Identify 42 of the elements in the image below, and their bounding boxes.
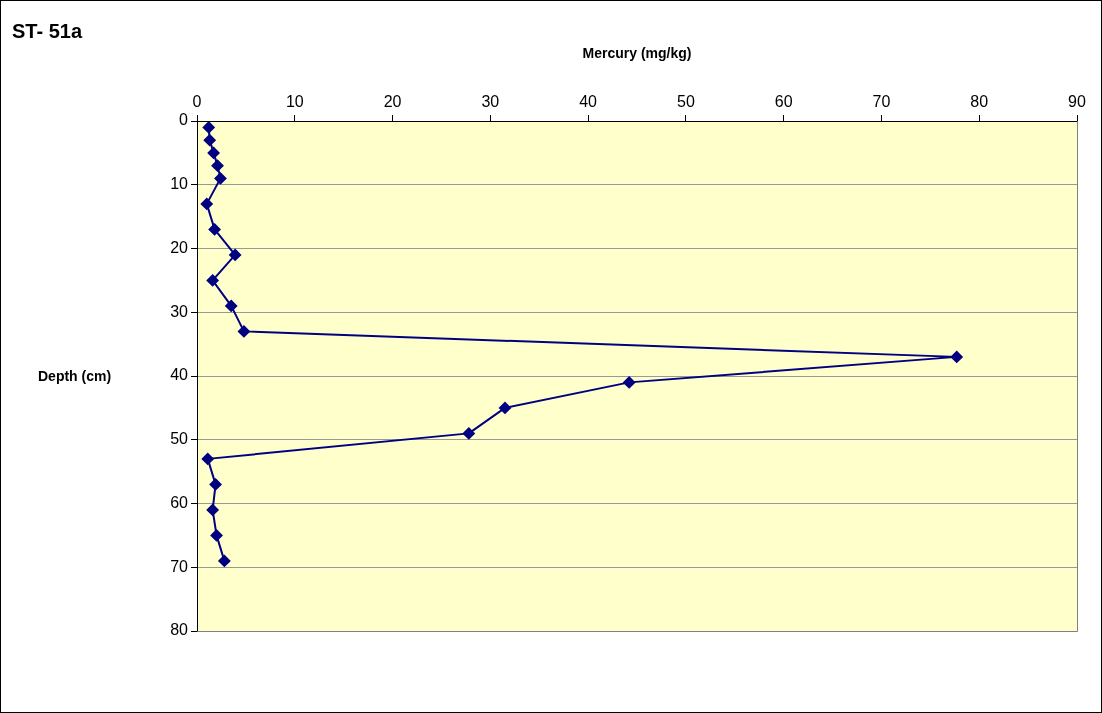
x-tick-label: 0 — [192, 92, 202, 110]
y-tick-label: 0 — [179, 111, 189, 129]
y-tick-label: 60 — [170, 493, 189, 511]
point — [202, 121, 215, 134]
point — [623, 376, 636, 389]
point — [218, 554, 231, 567]
point — [214, 172, 227, 185]
point — [203, 134, 216, 147]
point — [237, 325, 250, 338]
point — [499, 401, 511, 414]
point — [200, 197, 213, 210]
y-tick-label: 70 — [170, 557, 189, 575]
y-tick-label: 40 — [170, 366, 189, 384]
point — [225, 299, 238, 312]
point — [229, 248, 242, 261]
x-tick-label: 90 — [1068, 92, 1086, 110]
chart-title: ST- 51a — [12, 19, 83, 42]
y-tick-label: 30 — [170, 302, 189, 320]
x-axis-title: Mercury (mg/kg) — [582, 44, 692, 61]
point — [950, 350, 963, 363]
x-tick-label: 70 — [872, 92, 891, 110]
point — [210, 529, 223, 542]
point — [206, 503, 219, 516]
x-tick-label: 60 — [774, 92, 793, 110]
y-tick-label: 20 — [170, 238, 189, 256]
point — [209, 478, 222, 491]
y-tick-label: 10 — [170, 175, 189, 193]
point — [201, 452, 214, 465]
y-axis-title: Depth (cm) — [38, 367, 112, 384]
x-tick-label: 40 — [579, 92, 598, 110]
x-tick-label: 10 — [285, 92, 304, 110]
point — [208, 223, 221, 236]
point — [206, 274, 219, 287]
point — [211, 159, 224, 172]
x-tick-label: 30 — [481, 92, 500, 110]
x-tick-label: 80 — [970, 92, 989, 110]
x-tick-label: 20 — [383, 92, 402, 110]
y-tick-label: 50 — [170, 430, 189, 448]
point — [207, 146, 220, 159]
y-tick-label: 80 — [170, 621, 189, 639]
point — [462, 427, 475, 440]
x-tick-label: 50 — [676, 92, 695, 110]
